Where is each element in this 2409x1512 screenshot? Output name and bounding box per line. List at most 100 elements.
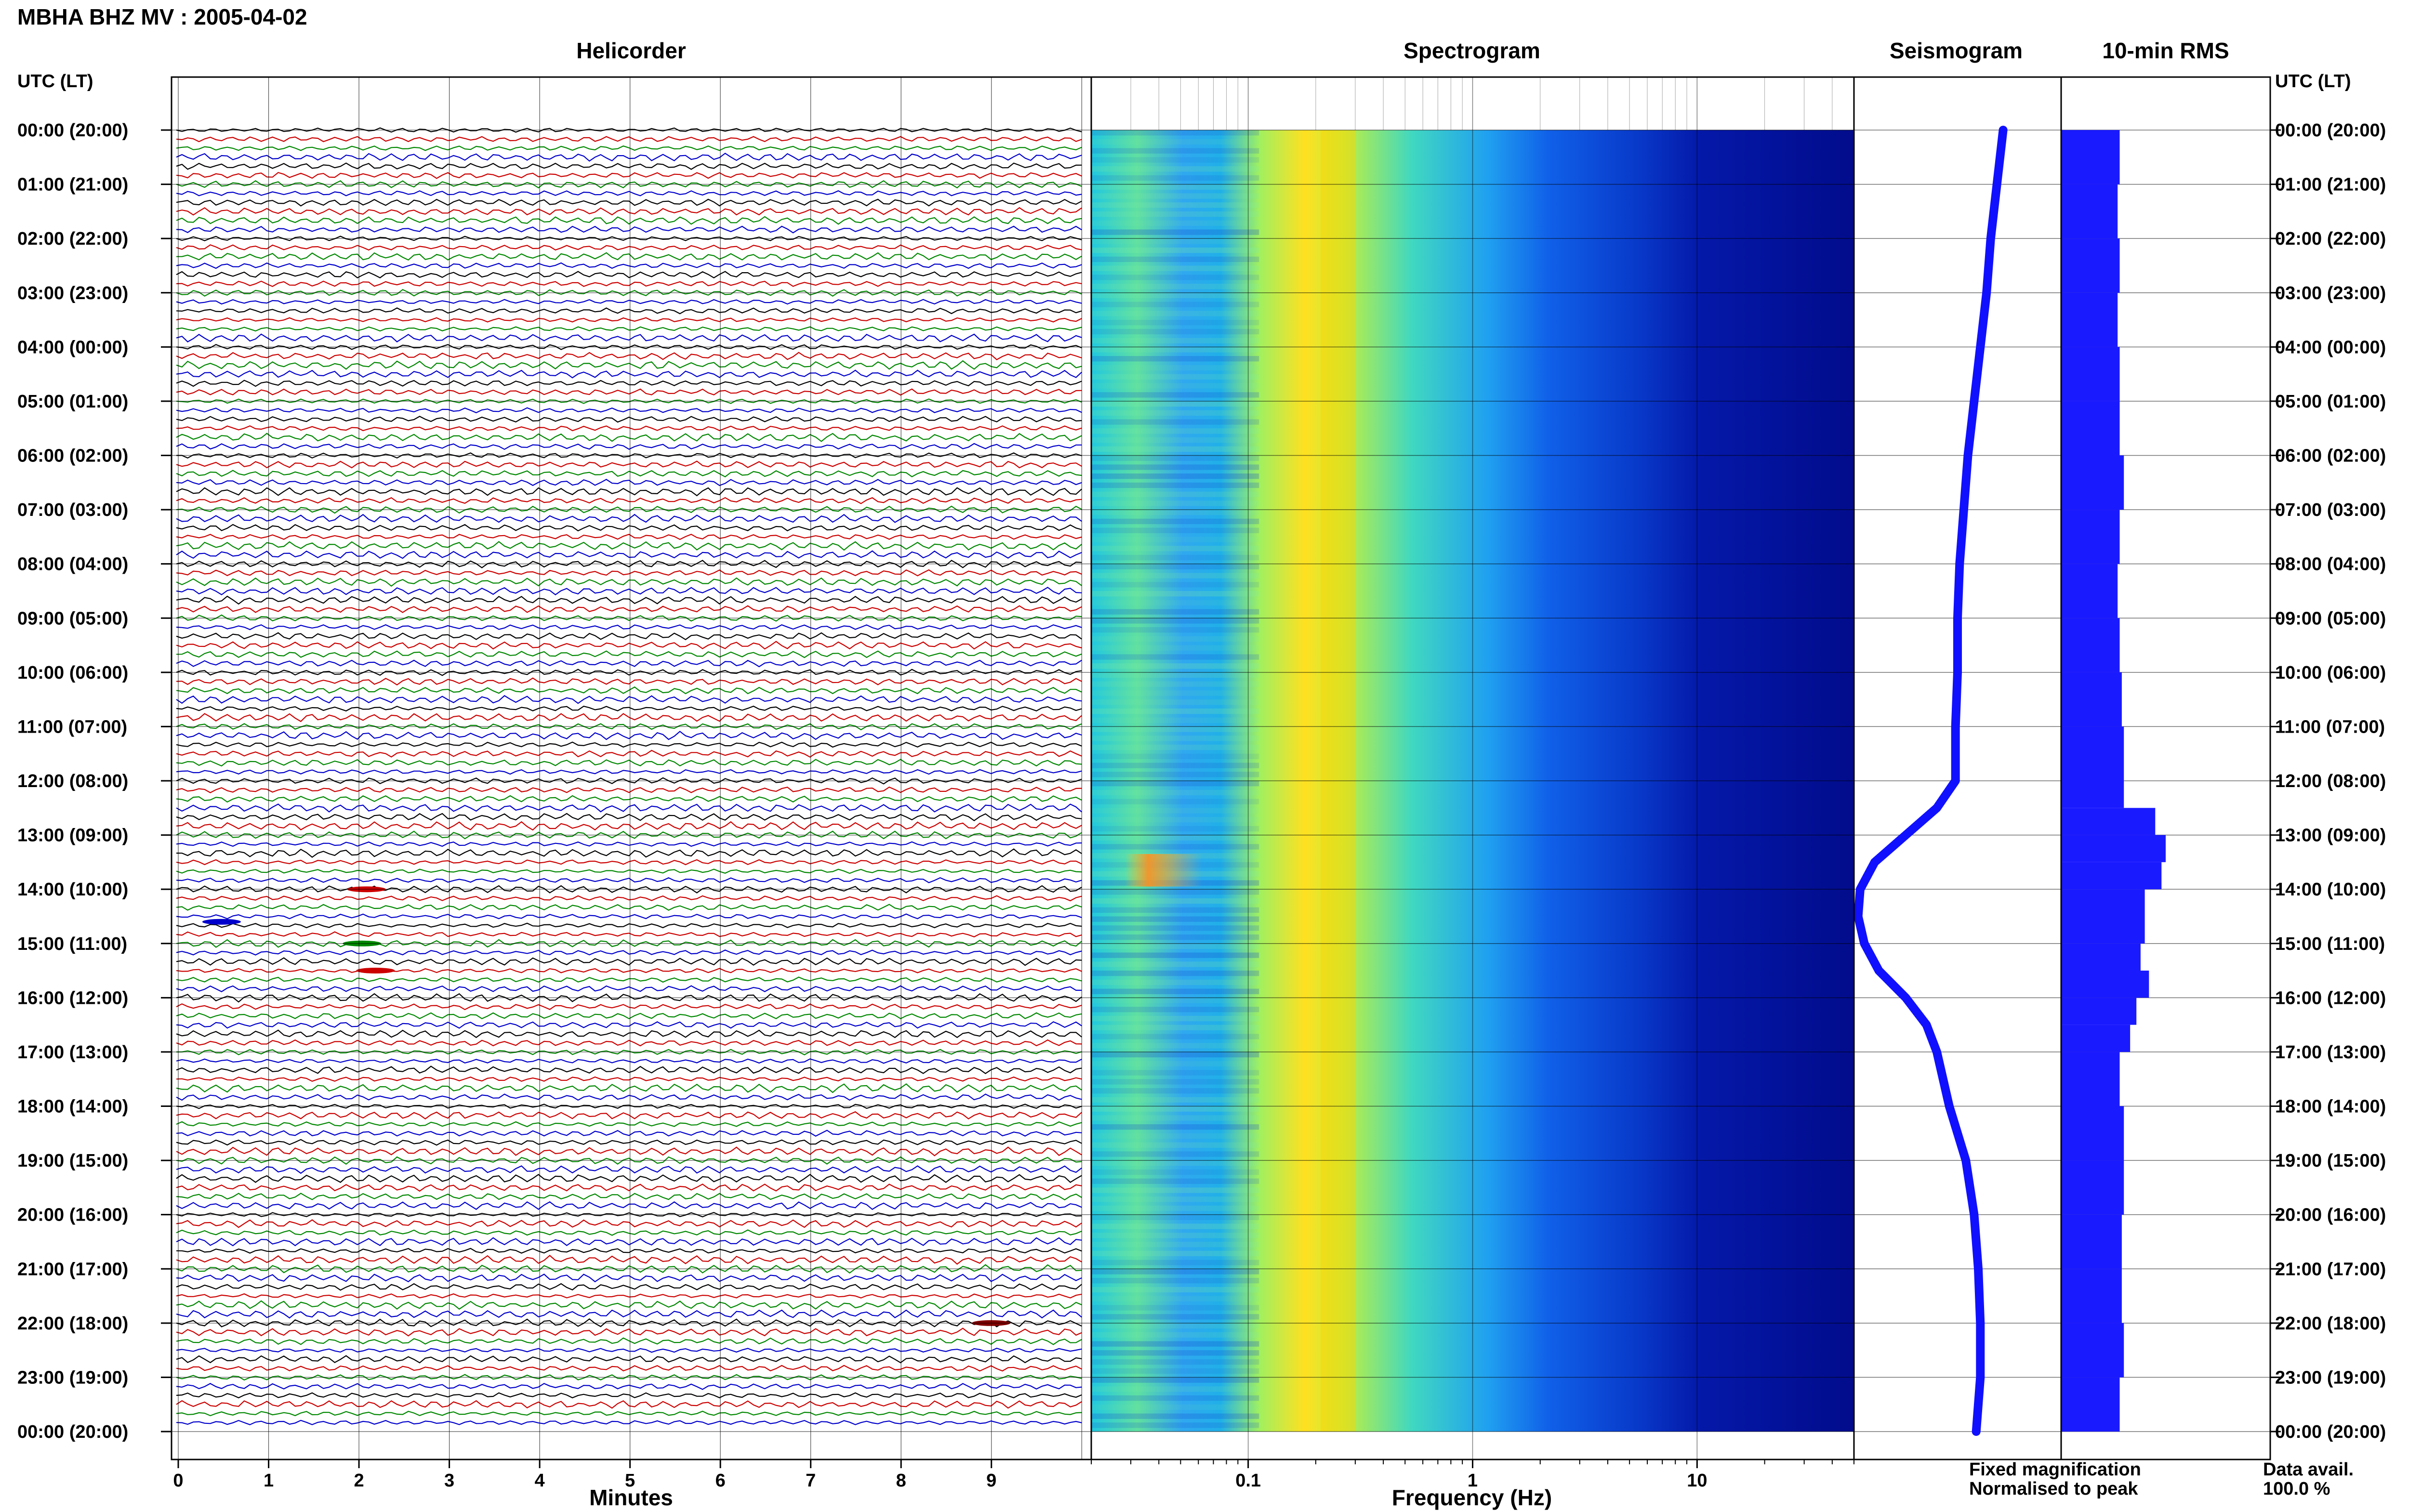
- helicorder-trace: [176, 813, 1082, 822]
- spectrogram-row: [1091, 1413, 1259, 1419]
- helicorder-trace: [176, 1130, 1082, 1137]
- utc-tick-label-right: 00:00 (20:00): [2275, 1422, 2386, 1442]
- rms-bar: [2061, 1052, 2120, 1106]
- utc-tick-label-right: 00:00 (20:00): [2275, 120, 2386, 141]
- spectrogram-row: [1091, 356, 1259, 362]
- helicorder-title: Helicorder: [576, 38, 686, 63]
- rms-bar: [2061, 943, 2141, 971]
- spectrogram-row: [1091, 826, 1259, 832]
- legend-normalised: Normalised to peak: [1969, 1479, 2138, 1499]
- spectrogram-row: [1091, 925, 1259, 931]
- helicorder-trace: [176, 136, 1082, 143]
- helicorder-trace: [176, 1058, 1082, 1064]
- utc-tick-label-left: 21:00 (17:00): [17, 1259, 128, 1279]
- helicorder-trace: [176, 171, 1082, 179]
- helicorder-trace: [176, 360, 1082, 370]
- helicorder-trace: [176, 1274, 1082, 1283]
- spectrogram-row: [1091, 365, 1259, 371]
- spectrogram-row: [1091, 1223, 1259, 1229]
- helicorder-event: [356, 968, 395, 973]
- utc-tick-label-right: 08:00 (04:00): [2275, 554, 2386, 575]
- helicorder-trace: [176, 650, 1082, 658]
- helicorder-trace: [176, 731, 1082, 740]
- helicorder-trace: [176, 968, 1082, 973]
- spectrogram-row: [1091, 383, 1259, 389]
- helicorder-trace: [176, 1355, 1082, 1364]
- helicorder-trace: [176, 1400, 1082, 1409]
- helicorder-event: [202, 919, 241, 925]
- helicorder-trace: [176, 1309, 1082, 1319]
- spectrogram-row: [1091, 744, 1259, 750]
- helicorder-trace: [176, 1201, 1082, 1210]
- helicorder-trace: [176, 1392, 1082, 1399]
- spectrogram-row: [1091, 907, 1259, 913]
- helicorder-trace: [176, 534, 1082, 540]
- utc-tick-label-right: 09:00 (05:00): [2275, 608, 2386, 629]
- seismogram-line: [1853, 126, 2008, 1436]
- spectrogram-row: [1091, 582, 1259, 588]
- spectrogram-row: [1091, 708, 1259, 714]
- helicorder-trace: [176, 1337, 1082, 1345]
- helicorder-trace: [176, 388, 1082, 396]
- rms-bar: [2061, 1323, 2124, 1378]
- spectrogram-row: [1091, 554, 1259, 561]
- spectrogram-row: [1091, 1015, 1259, 1022]
- minute-tick-label: 2: [354, 1471, 364, 1491]
- spectrogram-row: [1091, 844, 1259, 850]
- utc-tick-label-right: 21:00 (17:00): [2275, 1259, 2386, 1279]
- spectrogram-row: [1091, 1034, 1259, 1039]
- rms-bar: [2061, 292, 2118, 347]
- rms-bar: [2061, 1160, 2124, 1215]
- spectrogram-row: [1091, 537, 1259, 542]
- utc-tick-label-right: 23:00 (19:00): [2275, 1367, 2386, 1388]
- helicorder-trace: [176, 1139, 1082, 1146]
- spectrogram-row: [1091, 564, 1259, 569]
- spectrogram-row: [1091, 1332, 1259, 1338]
- helicorder-trace: [176, 1237, 1082, 1247]
- utc-tick-label-right: 17:00 (13:00): [2275, 1042, 2386, 1063]
- helicorder-trace: [176, 244, 1082, 251]
- spectrogram-row: [1091, 636, 1259, 642]
- helicorder-trace: [176, 307, 1082, 315]
- spectrogram-row: [1091, 482, 1259, 488]
- helicorder-trace: [176, 1229, 1082, 1236]
- utc-tick-label-left: 17:00 (13:00): [17, 1042, 128, 1063]
- helicorder-trace: [176, 262, 1082, 269]
- utc-tick-label-left: 22:00 (18:00): [17, 1314, 128, 1334]
- spectrogram-row: [1091, 772, 1259, 777]
- helicorder-trace: [176, 1111, 1082, 1120]
- spectrogram-row: [1091, 229, 1259, 235]
- helicorder-trace: [176, 216, 1082, 225]
- utc-tick-label-left: 12:00 (08:00): [17, 771, 128, 791]
- spectrogram-row: [1091, 302, 1259, 307]
- helicorder-trace: [176, 624, 1082, 631]
- spectrogram-row: [1091, 1133, 1259, 1139]
- helicorder-trace: [176, 1283, 1082, 1291]
- rms-bar: [2061, 238, 2120, 293]
- helicorder-trace: [176, 1065, 1082, 1075]
- helicorder-trace: [176, 641, 1082, 650]
- helicorder-trace: [176, 470, 1082, 478]
- helicorder-trace: [176, 913, 1082, 920]
- utc-tick-label-left: 00:00 (20:00): [17, 120, 128, 141]
- utc-tick-label-right: 07:00 (03:00): [2275, 500, 2386, 520]
- spectrogram-row: [1091, 546, 1259, 552]
- spectrogram-row: [1091, 934, 1259, 940]
- spectrogram-row: [1091, 518, 1259, 525]
- utc-tick-label-right: 05:00 (01:00): [2275, 392, 2386, 412]
- spectrogram-row: [1091, 1151, 1259, 1157]
- spectrogram-row: [1091, 952, 1259, 958]
- frequency-tick-label: 1: [1468, 1471, 1478, 1491]
- right-axis-label: UTC (LT): [2275, 71, 2351, 92]
- spectrogram-row: [1091, 1242, 1259, 1248]
- helicorder-trace: [176, 1248, 1082, 1254]
- spectrogram-row: [1091, 1278, 1259, 1284]
- helicorder-trace: [176, 207, 1082, 216]
- helicorder-trace: [176, 659, 1082, 668]
- helicorder-trace: [176, 759, 1082, 767]
- helicorder-trace: [176, 713, 1082, 723]
- spectrogram-row: [1091, 401, 1259, 407]
- utc-tick-label-left: 20:00 (16:00): [17, 1205, 128, 1225]
- spectrogram-row: [1091, 148, 1259, 154]
